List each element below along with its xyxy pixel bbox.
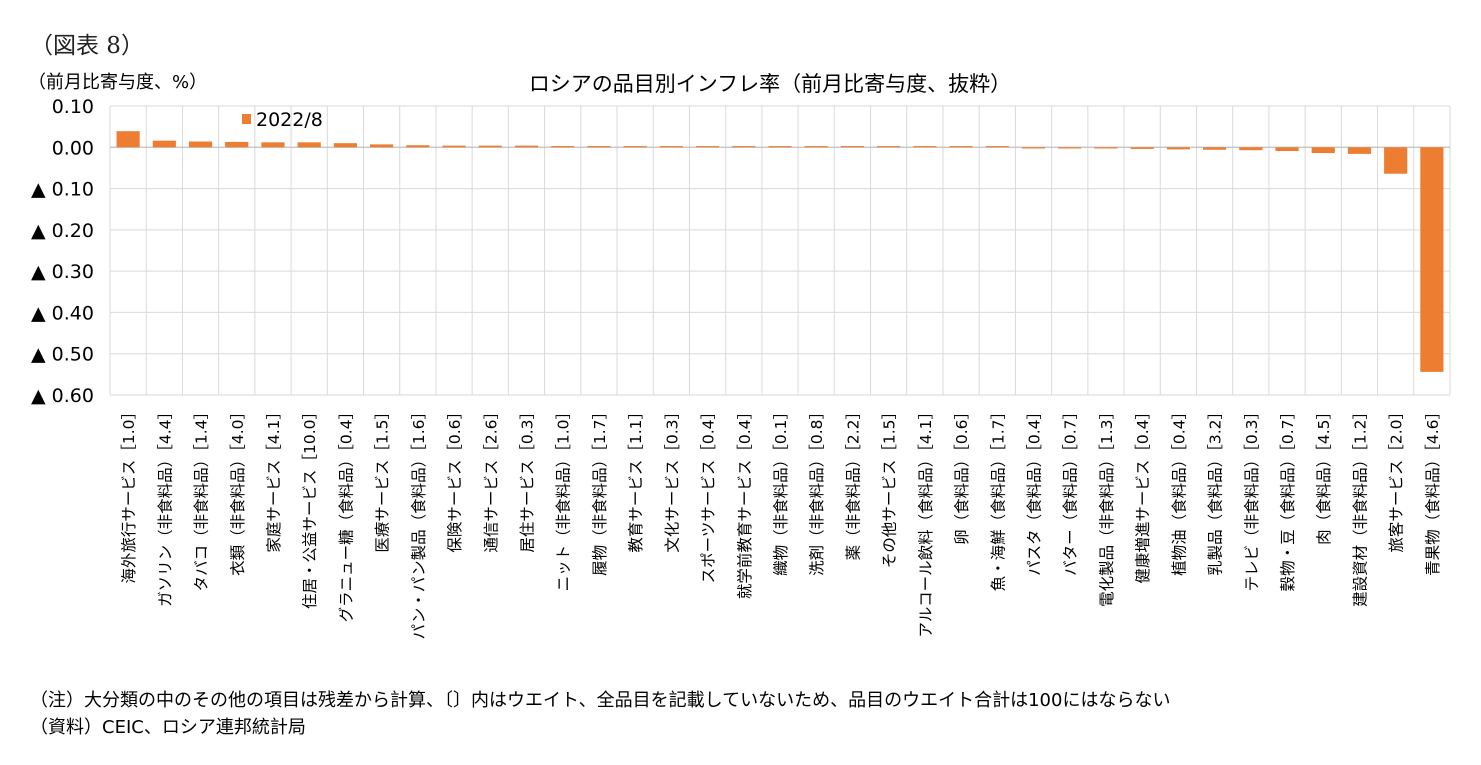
y-axis-unit-label: （前月比寄与度、%） — [28, 72, 208, 93]
x-tick-label: バター（食料品）［0.7］ — [1062, 404, 1080, 576]
x-tick-label: 建設資材（非食料品）［1.2］ — [1351, 404, 1369, 607]
bar — [225, 141, 249, 148]
bar — [333, 143, 357, 148]
y-tick-label: ▲ 0.40 — [31, 302, 94, 324]
bar — [551, 146, 575, 148]
x-tick-label: ガソリン（非食料品）［4.4］ — [156, 404, 174, 607]
bar — [1166, 147, 1190, 150]
bar — [985, 146, 1009, 148]
x-tick-label: 就学前教育サービス［0.4］ — [736, 404, 754, 599]
bar — [768, 146, 792, 148]
x-tick-label: 薬（非食料品）［2.2］ — [844, 404, 862, 560]
bar — [1094, 147, 1118, 149]
x-tick-label: 魚・海鮮（食料品）［1.7］ — [989, 404, 1007, 591]
x-tick-label: グラニュー糖（食料品）［0.4］ — [337, 404, 355, 622]
chart-note: （注）大分類の中のその他の項目は残差から計算、〔〕内はウエイト、全品目を記載して… — [30, 690, 1171, 711]
x-tick-label: アルコール飲料（食料品）［4.1］ — [917, 404, 935, 637]
bar — [370, 144, 394, 148]
x-tick-label: 保険サービス［0.6］ — [446, 404, 464, 553]
bar — [1203, 147, 1227, 150]
bar — [913, 146, 937, 148]
bar — [587, 146, 611, 148]
y-tick-label: 0.00 — [52, 137, 94, 159]
bar — [152, 140, 176, 148]
bar — [1311, 147, 1335, 154]
x-tick-label: 旅客サービス［2.0］ — [1388, 404, 1406, 553]
bar — [261, 142, 285, 148]
bar — [949, 146, 973, 148]
x-tick-label: 植物油（食料品）［0.4］ — [1170, 404, 1188, 576]
x-tick-label: 穀物・豆（食料品）［0.7］ — [1279, 404, 1297, 591]
x-tick-label: 家庭サービス［4.1］ — [265, 404, 283, 553]
bar — [1275, 147, 1299, 152]
bar — [514, 145, 539, 148]
bar — [1347, 147, 1372, 154]
bar — [623, 146, 647, 148]
bar — [116, 131, 140, 148]
legend-label: 2022/8 — [256, 109, 323, 131]
x-tick-label: 海外旅行サービス［1.0］ — [120, 404, 138, 584]
chart-source: （資料）CEIC、ロシア連邦統計局 — [30, 717, 306, 738]
x-tick-label: 織物（非食料品）［0.1］ — [772, 404, 790, 576]
y-tick-label: ▲ 0.10 — [31, 179, 94, 201]
bar — [188, 141, 213, 148]
bar — [695, 146, 720, 148]
bar — [442, 145, 466, 148]
bar — [1021, 147, 1046, 149]
bar — [406, 145, 430, 148]
bar — [1384, 147, 1408, 174]
bar — [1058, 147, 1082, 149]
bar — [1420, 147, 1444, 372]
x-tick-label: 青果物（食料品）［4.6］ — [1424, 404, 1442, 576]
legend-swatch — [242, 114, 251, 124]
bar — [1130, 147, 1154, 149]
x-tick-label: パスタ（食料品）［0.4］ — [1026, 404, 1044, 576]
chart-title: ロシアの品目別インフレ率（前月比寄与度、抜粋） — [528, 72, 1012, 96]
bar — [297, 142, 321, 148]
x-tick-label: スポーツサービス［0.4］ — [700, 404, 718, 583]
y-tick-label: ▲ 0.60 — [31, 385, 94, 407]
x-tick-label: 住居・公益サービス［10.0］ — [301, 404, 319, 609]
x-tick-label: 衣類（非食料品）［4.0］ — [229, 404, 247, 576]
bar — [1239, 147, 1263, 151]
y-tick-label: 0.10 — [52, 96, 94, 118]
bar-chart: 0.10 0.00 ▲ 0.10 ▲ 0.20 ▲ 0.30 ▲ 0.40 ▲ 0.50 ▲ … — [31, 96, 1451, 639]
x-tick-label: 通信サービス［2.6］ — [482, 404, 500, 553]
x-tick-label: 乳製品（食料品）［3.2］ — [1207, 404, 1225, 576]
x-tick-label: 洗剤（非食料品）［0.8］ — [808, 404, 826, 576]
x-tick-label: パン・パン製品（食料品）［1.6］ — [410, 404, 428, 639]
x-tick-label: 電化製品（非食料品）［1.3］ — [1098, 404, 1116, 607]
y-tick-label: ▲ 0.20 — [31, 220, 94, 242]
bar — [659, 146, 683, 148]
x-tick-label: 居住サービス［0.3］ — [518, 404, 536, 553]
x-tick-label: 文化サービス［0.3］ — [663, 404, 681, 553]
x-tick-label: ニット（非食料品）［1.0］ — [555, 404, 573, 591]
x-tick-label: テレビ（非食料品）［0.3］ — [1243, 404, 1261, 591]
x-tick-label: タバコ（非食料品）［1.4］ — [193, 404, 211, 591]
x-tick-label: 健康増進サービス［0.4］ — [1134, 404, 1152, 584]
y-tick-label: ▲ 0.50 — [31, 344, 94, 366]
bar — [877, 146, 901, 148]
bar — [840, 146, 865, 148]
bar — [478, 145, 502, 148]
bar — [804, 146, 828, 148]
bar — [732, 146, 756, 148]
x-tick-label: 履物（非食料品）［1.7］ — [591, 404, 609, 576]
x-tick-label: 教育サービス［1.1］ — [627, 404, 645, 553]
x-tick-label: 医療サービス［1.5］ — [374, 404, 392, 553]
x-tick-label: その他サービス［1.5］ — [881, 404, 899, 568]
y-tick-label: ▲ 0.30 — [31, 261, 94, 283]
x-tick-label: 卵（食料品）［0.6］ — [953, 404, 971, 545]
x-tick-label: 肉（食料品）［4.5］ — [1315, 404, 1333, 545]
figure-label: （図表 8） — [30, 33, 144, 59]
